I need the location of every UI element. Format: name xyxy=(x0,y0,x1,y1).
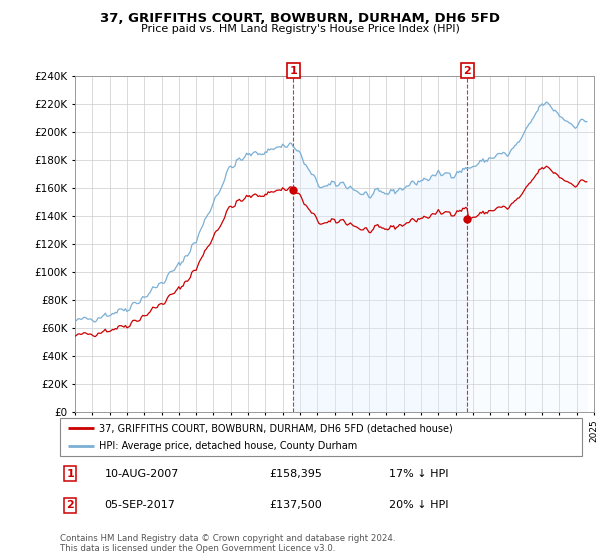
Text: HPI: Average price, detached house, County Durham: HPI: Average price, detached house, Coun… xyxy=(99,441,358,451)
FancyBboxPatch shape xyxy=(60,418,582,456)
Text: Contains HM Land Registry data © Crown copyright and database right 2024.
This d: Contains HM Land Registry data © Crown c… xyxy=(60,534,395,553)
Text: 2: 2 xyxy=(66,500,74,510)
Text: £137,500: £137,500 xyxy=(269,500,322,510)
Text: 1: 1 xyxy=(66,469,74,479)
Text: 17% ↓ HPI: 17% ↓ HPI xyxy=(389,469,448,479)
Text: 2: 2 xyxy=(463,66,471,76)
Text: 1: 1 xyxy=(289,66,297,76)
Text: Price paid vs. HM Land Registry's House Price Index (HPI): Price paid vs. HM Land Registry's House … xyxy=(140,24,460,34)
Text: 37, GRIFFITHS COURT, BOWBURN, DURHAM, DH6 5FD: 37, GRIFFITHS COURT, BOWBURN, DURHAM, DH… xyxy=(100,12,500,25)
Text: 37, GRIFFITHS COURT, BOWBURN, DURHAM, DH6 5FD (detached house): 37, GRIFFITHS COURT, BOWBURN, DURHAM, DH… xyxy=(99,423,453,433)
Text: 10-AUG-2007: 10-AUG-2007 xyxy=(104,469,179,479)
Text: 05-SEP-2017: 05-SEP-2017 xyxy=(104,500,175,510)
Text: £158,395: £158,395 xyxy=(269,469,322,479)
Text: 20% ↓ HPI: 20% ↓ HPI xyxy=(389,500,448,510)
